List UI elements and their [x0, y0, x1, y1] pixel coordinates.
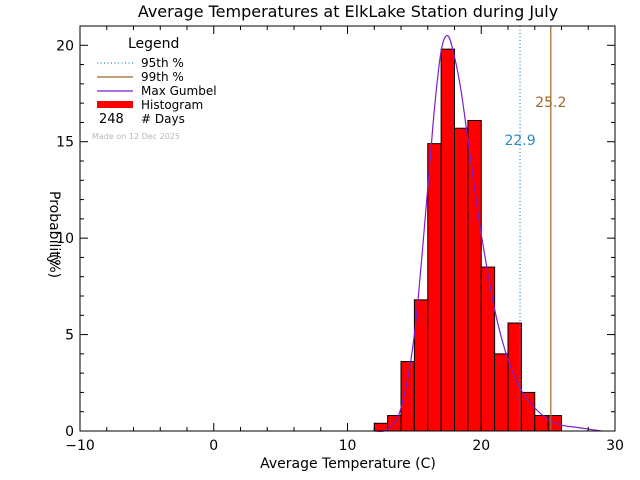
days-label: # Days: [141, 112, 185, 126]
histogram-bar-4: [427, 143, 442, 432]
days-count: 248: [99, 112, 124, 127]
y-tick-label: 5: [65, 328, 74, 344]
legend-gumbel-label: Max Gumbel: [141, 84, 217, 98]
chart-title: Average Temperatures at ElkLake Station …: [138, 2, 558, 21]
histogram-series: [373, 48, 562, 432]
x-tick-label: 10: [339, 438, 357, 454]
percentile-lines: [519, 26, 552, 431]
x-tick-label: 30: [606, 438, 624, 454]
x-tick-label: 20: [472, 438, 490, 454]
histogram-bar-11: [520, 391, 536, 432]
legend-histogram-swatch: [97, 101, 133, 108]
y-axis-label: Probability: [46, 191, 62, 265]
x-axis-label: Average Temperature (C): [260, 456, 436, 472]
legend: Legend 95th % 99th % Max Gumbel Histogra…: [92, 36, 217, 141]
histogram-bar-8: [480, 266, 496, 432]
max-gumbel-line: [374, 34, 602, 432]
legend-95th-label: 95th %: [141, 56, 184, 70]
percentile-labels: 22.9 25.2: [504, 95, 566, 149]
y-axis-unit: (%): [46, 254, 62, 278]
histogram-bar-7: [467, 120, 482, 432]
legend-title: Legend: [128, 36, 179, 52]
histogram-bar-2: [400, 361, 415, 432]
percentile-label-0: 22.9: [504, 133, 535, 149]
legend-99th-label: 99th %: [141, 70, 184, 84]
plot-background: [80, 26, 615, 431]
histogram-bar-5: [440, 48, 455, 432]
histogram-bar-6: [454, 127, 469, 432]
y-axis: 0 5 10 15 20: [56, 38, 615, 440]
y-tick-label: 0: [65, 424, 74, 440]
y-tick-label: 10: [56, 231, 74, 247]
legend-histogram-label: Histogram: [141, 98, 203, 112]
made-on-note: Made on 12 Dec 2025: [92, 132, 180, 141]
percentile-label-1: 25.2: [535, 95, 566, 111]
x-tick-label: 0: [209, 438, 218, 454]
x-axis: −10 0 10 20 30: [65, 26, 624, 454]
y-tick-label: 20: [56, 38, 74, 54]
x-tick-label: −10: [65, 438, 95, 454]
y-tick-label: 15: [56, 135, 74, 151]
histogram-bar-9: [494, 353, 509, 432]
